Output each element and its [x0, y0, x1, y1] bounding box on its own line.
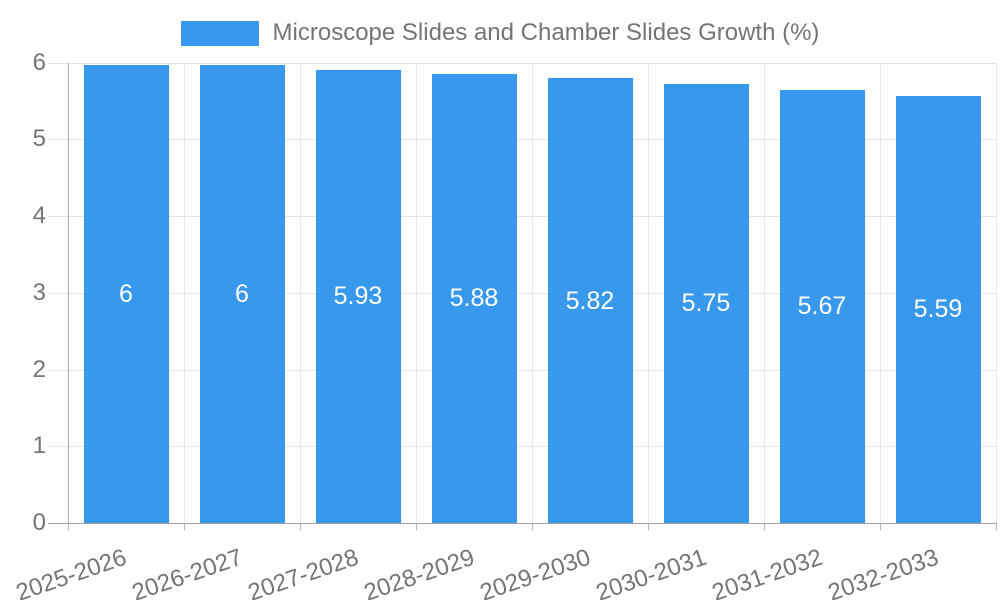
x-tick [416, 523, 417, 530]
x-tick [68, 523, 69, 530]
x-tick [880, 523, 881, 530]
v-gridline [300, 62, 301, 523]
bar [547, 78, 633, 523]
y-tick-label: 2 [32, 355, 46, 383]
bar [315, 69, 401, 523]
y-tick-label: 1 [32, 432, 46, 460]
x-tick-label: 2028-2029 [360, 543, 479, 600]
y-tick [48, 369, 68, 371]
v-gridline [532, 62, 533, 523]
x-tick-label: 2032-2033 [824, 543, 943, 600]
y-tick [48, 292, 68, 294]
x-tick-label: 2030-2031 [592, 543, 711, 600]
x-tick [996, 523, 997, 530]
v-gridline [416, 62, 417, 523]
v-gridline [996, 62, 997, 523]
y-tick [48, 446, 68, 448]
x-tick-label: 2025-2026 [12, 543, 131, 600]
x-tick-label: 2031-2032 [708, 543, 827, 600]
bar [779, 89, 865, 523]
legend-label[interactable]: Microscope Slides and Chamber Slides Gro… [272, 19, 820, 46]
x-axis-line [48, 523, 996, 524]
y-tick-label: 0 [32, 509, 46, 536]
y-tick-label: 6 [32, 48, 46, 76]
y-tick-label: 5 [32, 125, 46, 153]
x-tick-label: 2029-2030 [476, 543, 595, 600]
y-tick-label: 3 [32, 278, 46, 306]
legend-swatch[interactable] [180, 20, 259, 46]
y-tick [48, 62, 68, 64]
x-tick [300, 523, 301, 530]
bar [895, 95, 981, 523]
v-gridline [648, 62, 649, 523]
bar [663, 83, 749, 523]
bar-value-label: 5.93 [333, 282, 383, 311]
bar-value-label: 6 [119, 279, 133, 308]
x-tick [184, 523, 185, 530]
v-gridline [764, 62, 765, 523]
bar-value-label: 5.59 [913, 295, 963, 324]
y-tick-label: 4 [32, 202, 46, 229]
x-tick [648, 523, 649, 530]
bar [199, 64, 285, 523]
bar-value-label: 5.88 [449, 284, 499, 313]
v-gridline [184, 62, 185, 523]
x-tick [764, 523, 765, 530]
bar-value-label: 5.82 [565, 286, 615, 315]
y-axis-line [68, 62, 69, 523]
x-tick-label: 2026-2027 [128, 543, 247, 600]
y-tick [48, 139, 68, 141]
v-gridline [880, 62, 881, 523]
y-tick [48, 216, 68, 217]
legend: Microscope Slides and Chamber Slides Gro… [0, 19, 1000, 47]
bar-value-label: 5.75 [681, 289, 731, 318]
bar [83, 64, 169, 523]
bar-value-label: 6 [235, 279, 249, 308]
x-tick-label: 2027-2028 [244, 543, 363, 600]
bar [431, 73, 517, 523]
bar-value-label: 5.67 [797, 292, 847, 321]
x-tick [532, 523, 533, 530]
